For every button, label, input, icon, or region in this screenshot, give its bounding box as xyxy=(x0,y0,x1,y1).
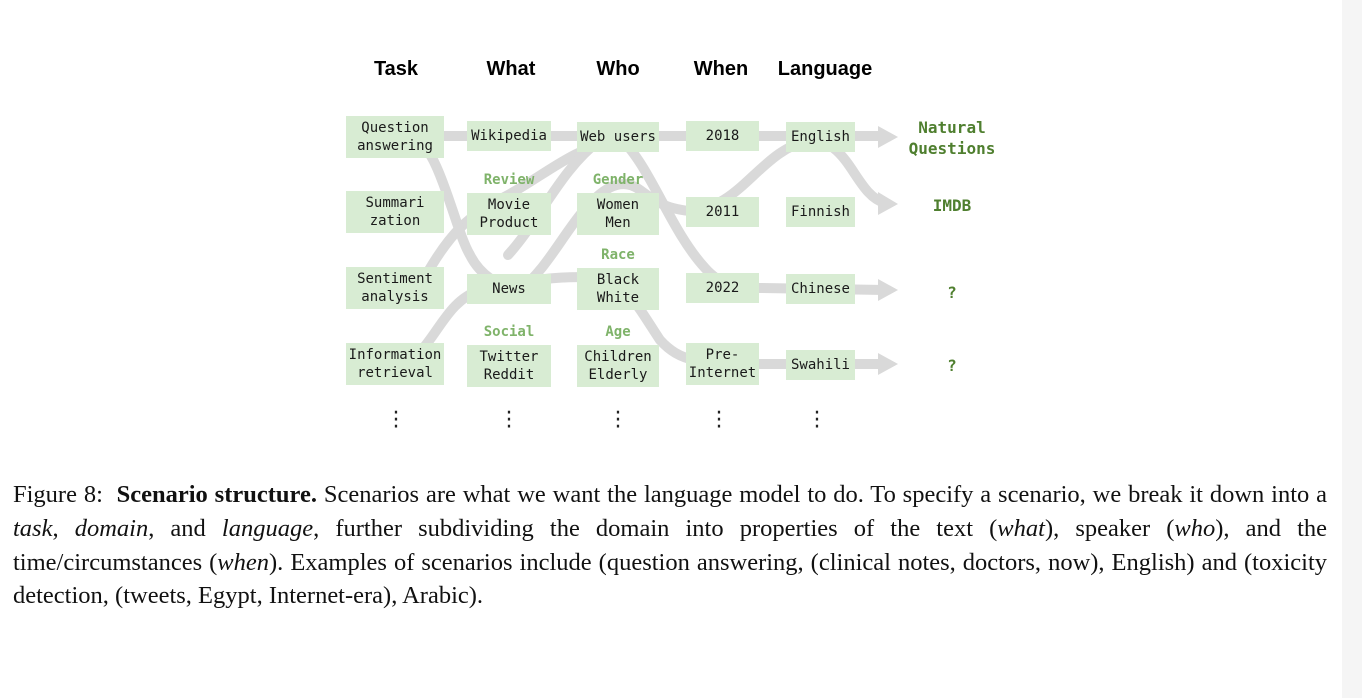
who-gender-label: Gender xyxy=(592,172,644,188)
more-language-ellipsis: · · · xyxy=(813,401,821,440)
caption-label: Figure 8: xyxy=(13,481,103,508)
task-summarization: Summari zation xyxy=(346,191,444,233)
what-review-label: Review xyxy=(483,172,535,188)
result-imdb: IMDB xyxy=(932,196,972,215)
when-2022: 2022 xyxy=(686,273,759,303)
who-web-users: Web users xyxy=(577,122,659,152)
result-unknown-1: ? xyxy=(947,283,957,302)
scenario-flow-diagram xyxy=(390,126,898,375)
more-tasks-ellipsis: · · · xyxy=(392,401,400,440)
who-gender: Women Men xyxy=(577,193,659,235)
more-when-ellipsis: · · · xyxy=(715,401,723,440)
who-race-label: Race xyxy=(601,247,635,263)
who-age: Children Elderly xyxy=(577,345,659,387)
when-pre-internet: Pre- Internet xyxy=(686,343,759,385)
page-edge xyxy=(1342,0,1362,698)
what-social: Twitter Reddit xyxy=(467,345,551,387)
when-2011: 2011 xyxy=(686,197,759,227)
what-review: Movie Product xyxy=(467,193,551,235)
when-2018: 2018 xyxy=(686,121,759,151)
header-task: Task xyxy=(373,58,419,80)
header-what: What xyxy=(486,58,536,80)
figure-caption: Figure 8: Scenario structure. Scenarios … xyxy=(13,481,1328,610)
task-sentiment-analysis: Sentiment analysis xyxy=(346,267,444,309)
what-wikipedia: Wikipedia xyxy=(467,121,551,151)
header-when: When xyxy=(693,58,749,80)
caption-title: Scenario structure. xyxy=(116,481,317,508)
arrowhead-imdb xyxy=(878,192,898,215)
header-who: Who xyxy=(596,58,640,80)
what-social-label: Social xyxy=(483,324,535,340)
arrowhead-swahili xyxy=(878,353,898,375)
language-chinese: Chinese xyxy=(786,274,855,304)
flow-summ xyxy=(410,133,705,296)
arrowhead-chinese xyxy=(878,279,898,301)
arrowhead-nq xyxy=(878,126,898,148)
more-what-ellipsis: · · · xyxy=(505,401,513,440)
task-information-retrieval: Information retrieval xyxy=(346,343,444,385)
header-language: Language xyxy=(777,58,873,80)
what-news: News xyxy=(467,274,551,304)
result-natural-questions: Natural Questions xyxy=(908,118,996,158)
task-question-answering: Question answering xyxy=(346,116,444,158)
language-english: English xyxy=(786,122,855,152)
language-swahili: Swahili xyxy=(786,350,855,380)
who-race: Black White xyxy=(577,268,659,310)
result-unknown-2: ? xyxy=(947,356,957,375)
more-who-ellipsis: · · · xyxy=(614,401,622,440)
language-finnish: Finnish xyxy=(786,197,855,227)
who-age-label: Age xyxy=(605,324,631,340)
